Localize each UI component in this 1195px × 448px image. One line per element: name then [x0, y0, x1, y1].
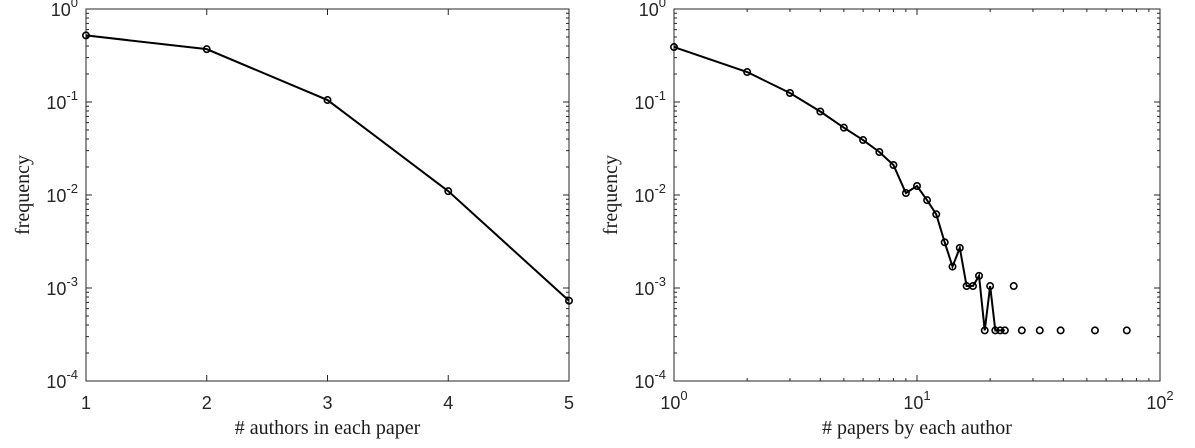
data-point-x39: [1056, 326, 1065, 335]
data-point-x7: [875, 147, 884, 156]
data-point-x1: [82, 31, 91, 40]
series-line: [673, 46, 1005, 332]
data-point-x23: [1000, 326, 1009, 335]
data-point-x14: [948, 262, 957, 271]
data-point-x5: [564, 296, 573, 305]
x-tick-label: 102: [1146, 388, 1173, 413]
data-point-x25: [1009, 282, 1018, 291]
x-tick-label: 2: [202, 393, 212, 413]
data-point-x3: [785, 88, 794, 97]
data-point-x18: [975, 271, 984, 280]
y-tick-label: 10-4: [46, 367, 78, 392]
data-point-x11: [923, 196, 932, 205]
x-axis-title: # papers by each author: [822, 417, 1012, 439]
x-tick-label: 3: [322, 393, 332, 413]
data-point-x8: [889, 161, 898, 170]
y-tick-label: 10-2: [634, 181, 666, 206]
data-point-x9: [901, 189, 910, 198]
y-tick-label: 10-4: [634, 367, 666, 392]
y-tick-label: 10-1: [634, 88, 666, 113]
chart-papers-per-author: 100 101 102 10-4 10-3 10-2 10-1 100 # papers by …: [600, 0, 1174, 439]
data-point-x22: [996, 326, 1005, 335]
axes-frame: [85, 8, 570, 382]
data-point-x5: [839, 123, 848, 132]
axes-frame: [673, 8, 1161, 382]
y-axis-title: frequency: [600, 155, 622, 235]
series-0: [82, 31, 573, 305]
y-tick-label: 100: [639, 0, 666, 20]
data-point-x4: [816, 107, 825, 116]
data-point-x6: [859, 136, 868, 145]
data-point-x17: [968, 282, 977, 291]
x-axis-title: # authors in each paper: [235, 417, 421, 439]
data-point-x15: [955, 243, 964, 252]
data-point-x27: [1017, 326, 1026, 335]
x-tick-label: 5: [564, 393, 574, 413]
data-point-x2: [202, 45, 211, 54]
x-tick-label: 1: [81, 393, 91, 413]
data-point-x21: [991, 326, 1000, 335]
data-point-x10: [912, 181, 921, 190]
y-tick-label: 100: [51, 0, 78, 20]
y-tick-label: 10-2: [46, 181, 78, 206]
y-tick-label: 10-1: [46, 88, 78, 113]
data-point-x2: [743, 68, 752, 77]
data-point-x3: [323, 96, 332, 105]
chart-authors-per-paper: 1 2 3 4 5 10-4 10-3 10-2 10-1 100 # authors in eac…: [12, 0, 574, 439]
data-point-x54: [1090, 326, 1099, 335]
data-point-x1: [669, 43, 678, 52]
x-tick-label: 100: [660, 388, 687, 413]
y-tick-label: 10-3: [46, 274, 78, 299]
y-tick-label: 10-3: [634, 274, 666, 299]
data-point-x4: [444, 187, 453, 196]
series-1: [1009, 282, 1131, 335]
x-tick-label: 4: [443, 393, 453, 413]
data-point-x19: [980, 326, 989, 335]
x-tick-label: 101: [903, 388, 930, 413]
data-point-x32: [1035, 326, 1044, 335]
data-point-x73: [1122, 326, 1131, 335]
series-line: [85, 34, 570, 302]
series-0: [669, 43, 1009, 335]
y-axis-title: frequency: [12, 155, 34, 235]
data-point-x12: [932, 210, 941, 219]
data-point-x20: [986, 282, 995, 291]
data-point-x13: [940, 238, 949, 247]
